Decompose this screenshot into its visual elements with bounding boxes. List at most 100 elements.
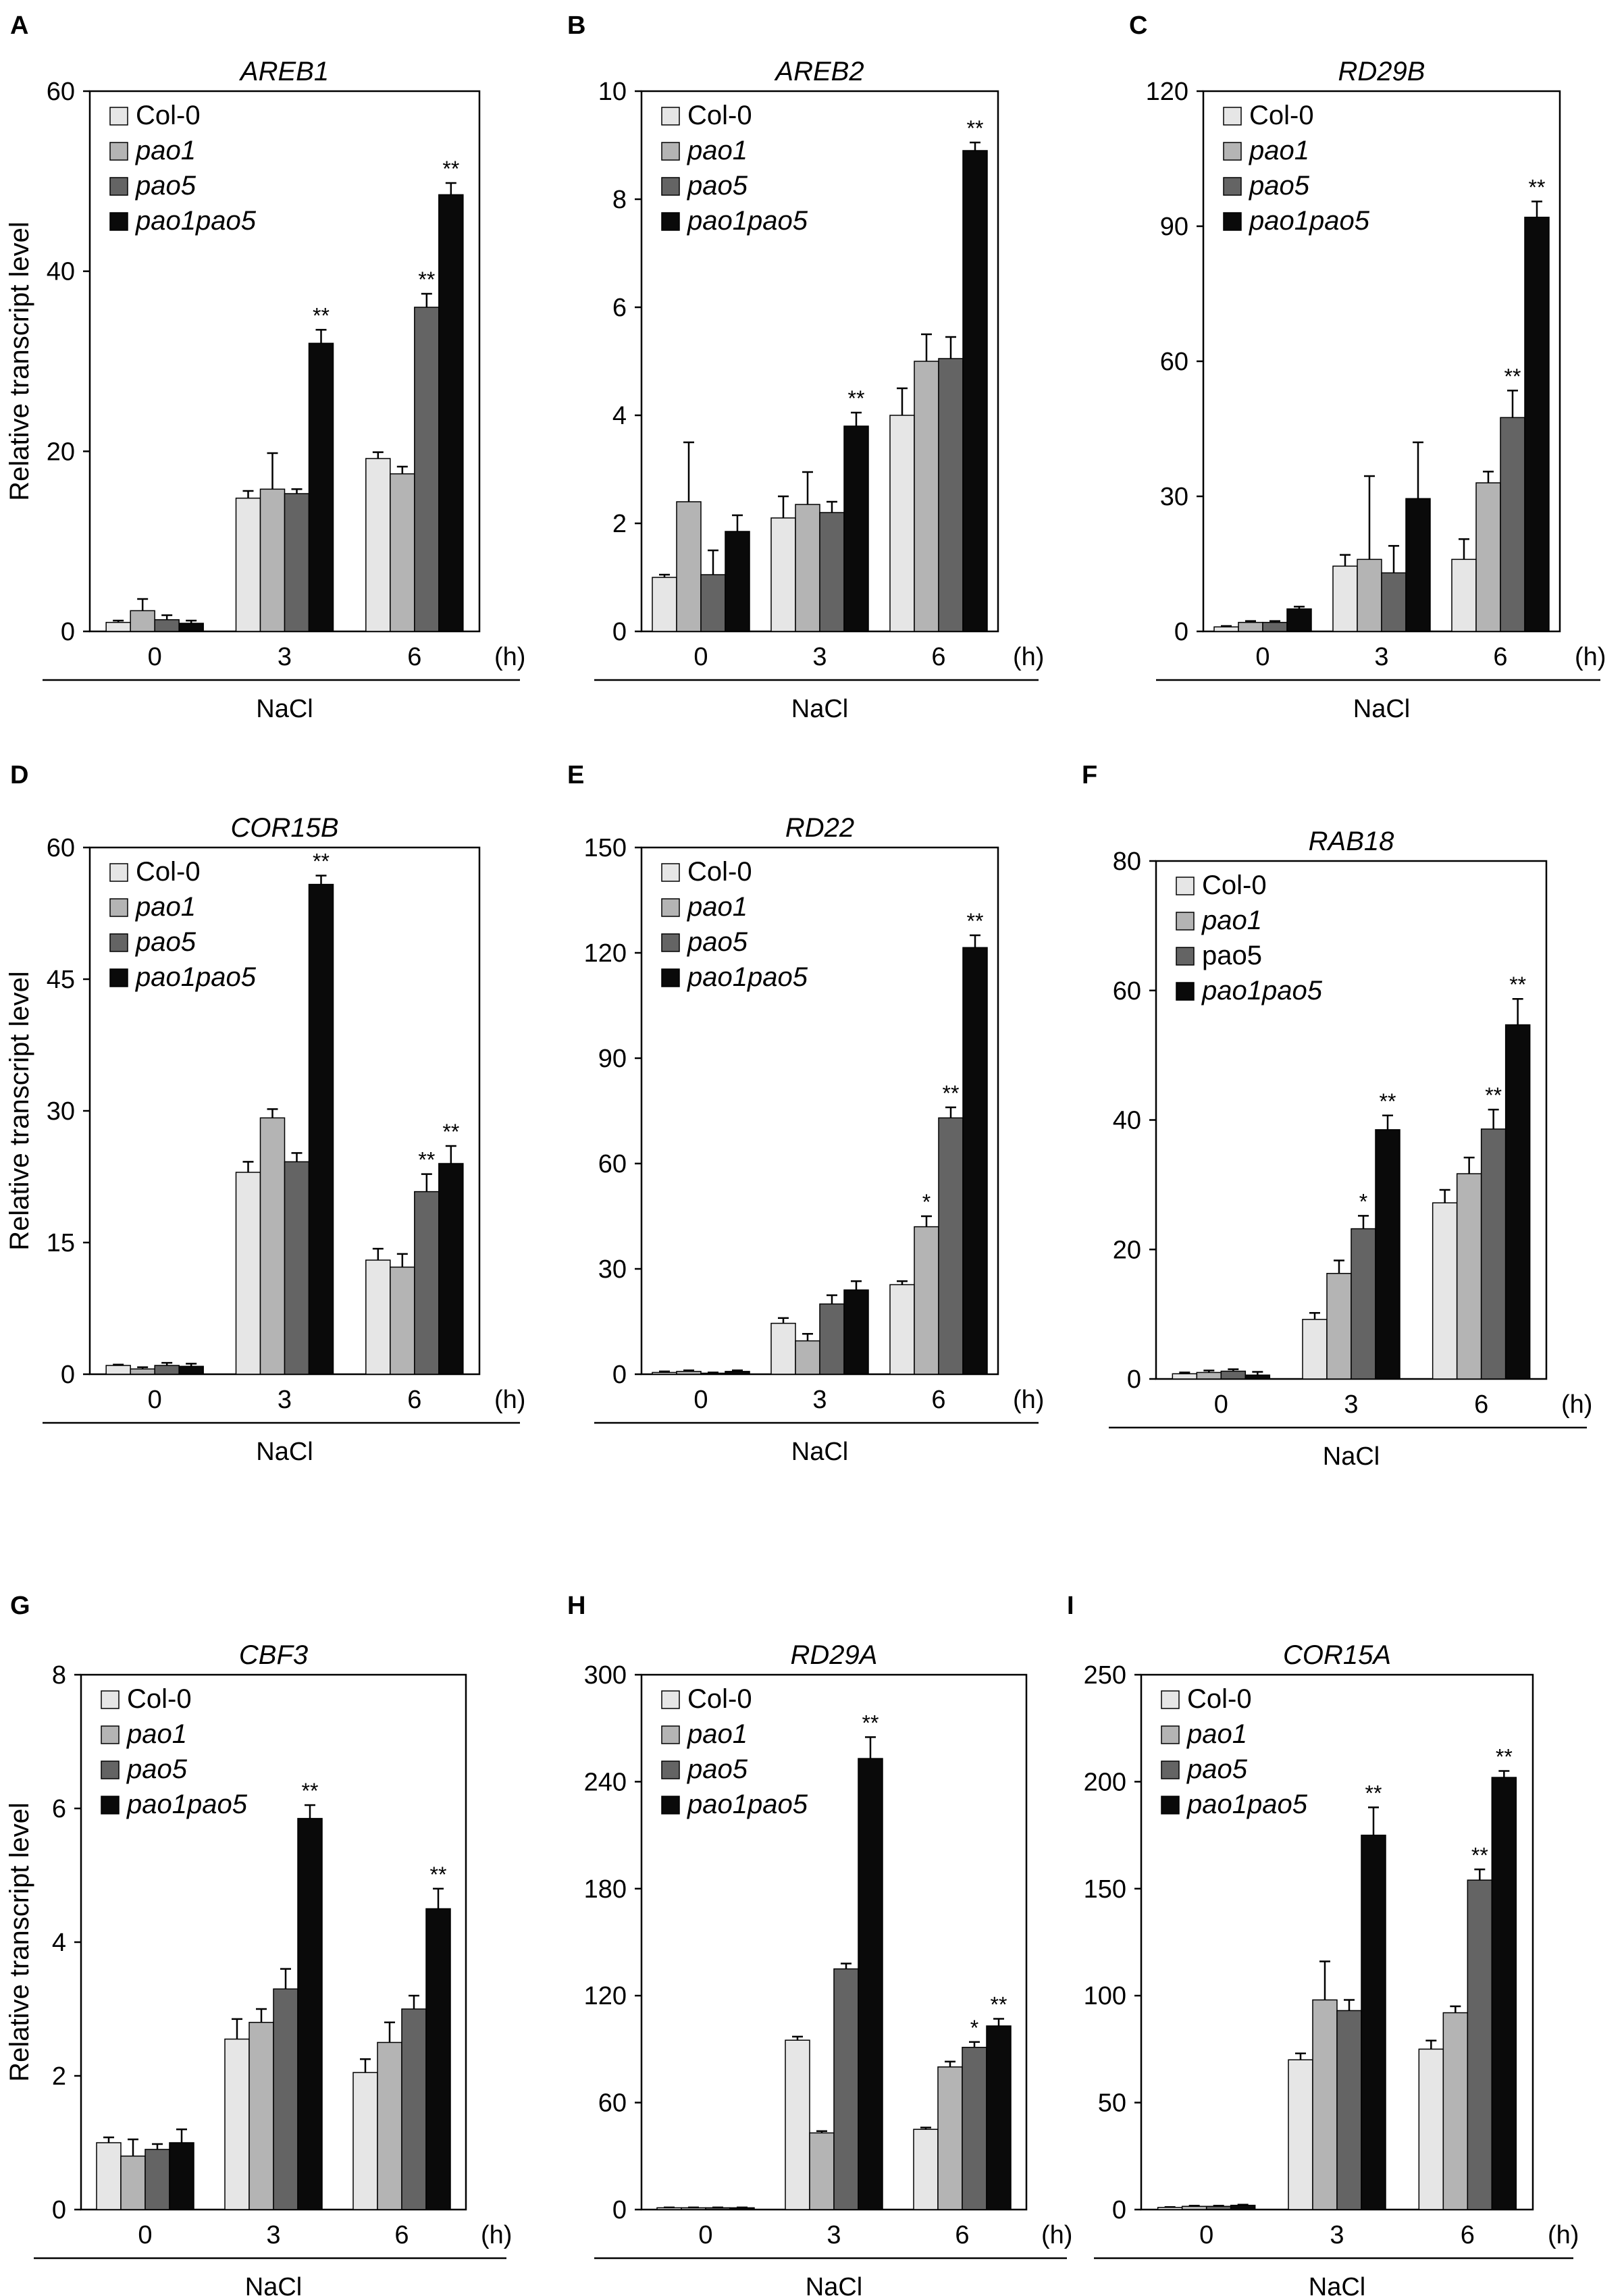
bar-pao1pao5 — [425, 1908, 451, 2210]
x-tick-label: 3 — [278, 1386, 292, 1414]
time-unit-label: (h) — [1013, 643, 1044, 671]
bar-col-0 — [365, 1259, 391, 1375]
y-tick-label: 60 — [1113, 977, 1141, 1006]
legend-swatch-pao1pao5 — [1176, 982, 1195, 1001]
bar-pao1pao5 — [169, 2142, 194, 2210]
bar-pao1 — [1196, 1372, 1222, 1380]
bar-pao1 — [1442, 2012, 1469, 2210]
bar-pao5 — [1500, 417, 1525, 632]
y-tick-label: 2 — [52, 2062, 66, 2091]
time-unit-label: (h) — [494, 1386, 525, 1414]
legend-label-pao1pao5: pao1pao5 — [135, 206, 257, 236]
x-tick-label: 3 — [827, 2221, 841, 2249]
y-tick-label: 15 — [47, 1229, 75, 1257]
panel-letter: D — [10, 761, 28, 789]
legend-swatch-col-0 — [101, 1690, 120, 1709]
bar-pao5 — [819, 1303, 845, 1375]
bar-col-0 — [1213, 626, 1239, 632]
x-tick-label: 0 — [693, 643, 708, 671]
y-tick-label: 0 — [1174, 618, 1188, 646]
bar-col-0 — [770, 517, 796, 632]
legend-swatch-pao5 — [109, 933, 128, 952]
significance-label: * — [970, 2016, 978, 2040]
x-tick-label: 6 — [407, 643, 421, 671]
bar-pao5 — [1262, 621, 1288, 632]
legend-label-pao1pao5: pao1pao5 — [1249, 206, 1370, 236]
significance-label: * — [922, 1190, 931, 1214]
panel-letter: G — [10, 1592, 30, 1620]
y-tick-label: 4 — [612, 402, 627, 430]
y-tick-label: 20 — [47, 438, 75, 466]
x-tick-label: 3 — [1374, 643, 1388, 671]
bar-pao5 — [938, 358, 964, 632]
significance-label: ** — [848, 386, 865, 411]
significance-label: ** — [1380, 1089, 1396, 1114]
y-tick-label: 0 — [61, 618, 75, 646]
x-tick-label: 3 — [812, 1386, 827, 1414]
bar-pao5 — [1480, 1128, 1507, 1380]
legend-label-pao5: pao5 — [1249, 171, 1310, 201]
legend-label-pao1: pao1 — [1249, 136, 1309, 165]
significance-label: ** — [1471, 1843, 1488, 1867]
legend-label-col-0: Col-0 — [1202, 870, 1267, 900]
legend-label-pao5: pao5 — [135, 927, 197, 957]
bar-pao1 — [130, 610, 155, 632]
legend-swatch-pao5 — [661, 1760, 680, 1779]
legend-swatch-pao1 — [1176, 912, 1195, 931]
bar-pao1pao5 — [308, 883, 334, 1375]
bar-col-0 — [105, 621, 131, 632]
bar-pao1 — [1456, 1173, 1482, 1380]
y-tick-label: 90 — [598, 1045, 627, 1073]
bar-pao5 — [962, 2047, 987, 2210]
treatment-label: NaCl — [256, 695, 313, 723]
significance-label: ** — [1496, 1745, 1513, 1769]
y-tick-label: 20 — [1113, 1236, 1141, 1264]
chart-title: RD29B — [1338, 57, 1425, 86]
treatment-label: NaCl — [1323, 1442, 1380, 1471]
bar-col-0 — [889, 1284, 915, 1375]
bar-pao5 — [700, 1372, 726, 1375]
significance-label: ** — [313, 303, 330, 328]
bar-pao1pao5 — [962, 150, 988, 632]
bar-pao5 — [700, 574, 726, 632]
bar-pao1pao5 — [986, 2025, 1012, 2210]
bar-pao1 — [390, 1266, 415, 1375]
significance-label: ** — [1365, 1781, 1382, 1805]
legend-swatch-pao1 — [661, 1725, 680, 1744]
y-tick-label: 150 — [584, 834, 627, 862]
legend-swatch-pao1 — [109, 142, 128, 161]
bar-pao1pao5 — [1524, 216, 1550, 632]
bar-pao5 — [154, 619, 180, 632]
bar-pao1 — [809, 2132, 835, 2210]
bar-pao1 — [259, 488, 286, 632]
y-tick-label: 40 — [47, 258, 75, 286]
significance-label: ** — [418, 1148, 435, 1172]
bar-col-0 — [1418, 2048, 1444, 2210]
significance-label: ** — [442, 1120, 459, 1144]
y-tick-label: 50 — [1098, 2089, 1126, 2118]
x-tick-label: 3 — [1344, 1390, 1358, 1419]
y-tick-label: 30 — [598, 1255, 627, 1284]
bar-col-0 — [352, 2072, 378, 2210]
significance-label: ** — [430, 1862, 447, 1887]
bar-col-0 — [105, 1365, 131, 1375]
x-tick-label: 6 — [1474, 1390, 1488, 1419]
bar-col-0 — [1172, 1373, 1198, 1380]
bar-pao1 — [676, 1371, 702, 1375]
treatment-label: NaCl — [791, 1438, 848, 1466]
bar-pao1 — [795, 504, 820, 632]
legend-label-pao1: pao1 — [1186, 1719, 1247, 1749]
x-tick-label: 3 — [1330, 2221, 1344, 2249]
panel-g: G CBF3 0 2 4 6 8 Relative transcript level 0 ** 3 *… — [5, 1592, 512, 2296]
y-axis-label: Relative transcript level — [5, 971, 34, 1251]
legend-swatch-pao1pao5 — [1223, 212, 1242, 231]
bar-pao5 — [414, 307, 440, 632]
bar-pao1 — [914, 361, 939, 632]
chart-title: CBF3 — [239, 1640, 308, 1670]
bar-pao1pao5 — [843, 425, 869, 632]
legend-label-pao1: pao1 — [135, 136, 196, 165]
y-tick-label: 0 — [612, 2196, 627, 2224]
